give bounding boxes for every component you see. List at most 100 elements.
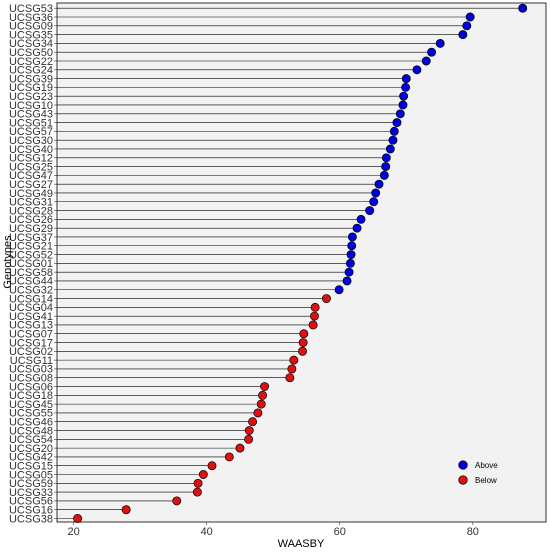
point-ucsg33 xyxy=(192,487,202,497)
legend: Above Below xyxy=(458,460,498,485)
y-tick-label-ucsg40: UCSG40 xyxy=(9,144,53,156)
y-tick-label-ucsg23: UCSG23 xyxy=(9,91,53,103)
y-tick-label-ucsg01: UCSG01 xyxy=(9,258,53,270)
y-tick-label-ucsg48: UCSG48 xyxy=(9,425,53,437)
y-tick-label-ucsg52: UCSG52 xyxy=(9,249,53,261)
y-tick-label-ucsg51: UCSG51 xyxy=(9,117,53,129)
point-ucsg23 xyxy=(399,91,409,101)
point-ucsg42 xyxy=(224,452,234,462)
y-tick-label-ucsg41: UCSG41 xyxy=(9,311,53,323)
y-tick-label-ucsg33: UCSG33 xyxy=(9,487,53,499)
y-tick-label-ucsg05: UCSG05 xyxy=(9,469,53,481)
point-ucsg21 xyxy=(347,241,357,251)
point-ucsg51 xyxy=(392,118,402,128)
x-axis-ticks: 20 40 60 80 xyxy=(68,522,479,538)
y-tick-label-ucsg12: UCSG12 xyxy=(9,153,53,165)
y-tick-label-ucsg17: UCSG17 xyxy=(9,337,53,349)
legend-marker-above xyxy=(458,460,468,470)
y-tick-label-ucsg19: UCSG19 xyxy=(9,82,53,94)
legend-label-below: Below xyxy=(475,476,497,485)
y-tick-label-ucsg36: UCSG36 xyxy=(9,12,53,24)
y-tick-label-ucsg56: UCSG56 xyxy=(9,496,53,508)
y-tick-label-ucsg18: UCSG18 xyxy=(9,390,53,402)
x-tick-label-40: 40 xyxy=(201,526,213,538)
y-tick-label-ucsg16: UCSG16 xyxy=(9,505,53,517)
point-ucsg47 xyxy=(379,170,389,180)
y-tick-label-ucsg34: UCSG34 xyxy=(9,38,53,50)
point-ucsg52 xyxy=(346,250,356,260)
y-tick-label-ucsg53: UCSG53 xyxy=(9,3,53,15)
y-tick-label-ucsg04: UCSG04 xyxy=(9,302,53,314)
point-ucsg32 xyxy=(334,285,344,295)
point-ucsg36 xyxy=(465,12,475,22)
point-ucsg53 xyxy=(518,3,528,13)
y-tick-label-ucsg11: UCSG11 xyxy=(10,355,53,367)
y-axis-title: Genotypes xyxy=(2,235,14,289)
y-tick-label-ucsg50: UCSG50 xyxy=(9,47,53,59)
y-tick-label-ucsg02: UCSG02 xyxy=(9,346,53,358)
point-ucsg57 xyxy=(389,126,399,136)
point-ucsg16 xyxy=(121,505,131,515)
point-ucsg14 xyxy=(321,294,331,303)
point-ucsg59 xyxy=(193,478,203,488)
point-ucsg19 xyxy=(401,82,411,92)
y-tick-label-ucsg45: UCSG45 xyxy=(9,399,53,411)
point-ucsg46 xyxy=(248,417,258,427)
x-tick-label-60: 60 xyxy=(334,526,346,538)
point-ucsg22 xyxy=(421,56,431,66)
y-tick-label-ucsg14: UCSG14 xyxy=(9,293,53,305)
point-ucsg37 xyxy=(347,232,357,242)
y-tick-label-ucsg38: UCSG38 xyxy=(9,513,53,525)
y-tick-label-ucsg42: UCSG42 xyxy=(9,452,53,464)
point-ucsg34 xyxy=(435,38,445,48)
point-ucsg10 xyxy=(398,100,408,110)
point-ucsg40 xyxy=(385,144,395,154)
point-ucsg13 xyxy=(308,320,318,330)
y-tick-label-ucsg28: UCSG28 xyxy=(9,205,53,217)
point-ucsg30 xyxy=(388,135,398,145)
point-ucsg56 xyxy=(172,496,182,506)
y-axis-ticks: UCSG53UCSG36UCSG09UCSG35UCSG34UCSG50UCSG… xyxy=(9,3,57,525)
point-ucsg02 xyxy=(298,346,307,356)
point-ucsg50 xyxy=(427,47,437,57)
y-tick-label-ucsg22: UCSG22 xyxy=(9,56,53,68)
y-tick-label-ucsg09: UCSG09 xyxy=(9,21,53,33)
point-ucsg24 xyxy=(412,65,422,75)
point-ucsg18 xyxy=(258,390,268,400)
point-ucsg35 xyxy=(458,30,468,40)
point-ucsg29 xyxy=(352,223,362,233)
point-ucsg41 xyxy=(310,311,319,321)
point-ucsg04 xyxy=(310,302,320,312)
y-tick-label-ucsg35: UCSG35 xyxy=(9,29,53,41)
y-tick-label-ucsg26: UCSG26 xyxy=(9,214,53,226)
point-ucsg08 xyxy=(285,373,295,383)
point-ucsg43 xyxy=(395,109,405,119)
point-ucsg27 xyxy=(374,179,384,189)
point-ucsg44 xyxy=(342,276,352,286)
y-tick-label-ucsg30: UCSG30 xyxy=(9,135,53,147)
y-tick-label-ucsg29: UCSG29 xyxy=(9,223,53,235)
y-tick-label-ucsg32: UCSG32 xyxy=(9,285,53,297)
y-tick-label-ucsg58: UCSG58 xyxy=(9,267,53,279)
y-tick-label-ucsg03: UCSG03 xyxy=(9,364,53,376)
point-ucsg58 xyxy=(344,267,354,277)
point-ucsg05 xyxy=(198,470,208,479)
y-tick-label-ucsg27: UCSG27 xyxy=(9,179,53,191)
point-ucsg26 xyxy=(356,214,366,224)
point-ucsg25 xyxy=(381,162,391,172)
y-tick-label-ucsg06: UCSG06 xyxy=(9,381,53,393)
y-tick-label-ucsg13: UCSG13 xyxy=(9,320,53,332)
lollipop-stems xyxy=(57,7,523,519)
point-ucsg17 xyxy=(298,338,308,347)
plot-panel xyxy=(56,2,547,523)
x-tick-label-20: 20 xyxy=(68,526,80,538)
y-tick-label-ucsg07: UCSG07 xyxy=(9,329,53,341)
point-ucsg45 xyxy=(256,399,266,409)
y-tick-label-ucsg20: UCSG20 xyxy=(9,443,53,455)
y-tick-label-ucsg25: UCSG25 xyxy=(9,161,53,173)
lollipop-points xyxy=(73,3,528,523)
point-ucsg09 xyxy=(462,21,472,31)
y-tick-label-ucsg55: UCSG55 xyxy=(9,408,53,420)
point-ucsg55 xyxy=(253,408,263,418)
